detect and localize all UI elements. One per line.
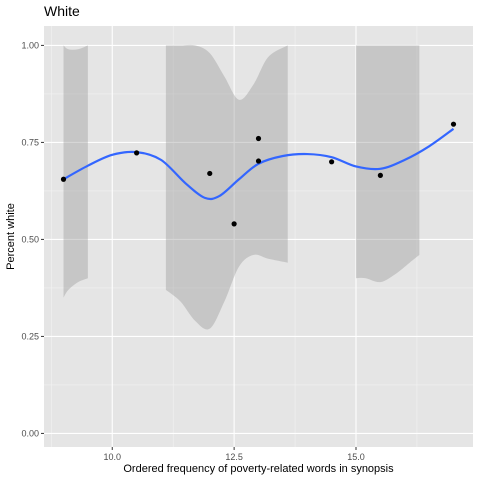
data-point-2 (134, 150, 140, 156)
data-point-3 (207, 170, 213, 177)
data-point-6 (255, 158, 262, 164)
x-tick-label: 10.0 (103, 452, 121, 462)
y-tick-label: 0.50 (21, 234, 39, 244)
y-tick-label: 1.00 (21, 40, 39, 50)
x-tick-label: 12.5 (225, 452, 243, 462)
confidence-band-2 (165, 44, 288, 330)
data-point-5 (255, 135, 262, 142)
data-point-9 (450, 121, 457, 127)
y-tick-label: 0.00 (21, 428, 39, 438)
data-point-8 (377, 172, 383, 178)
data-point-4 (231, 221, 237, 227)
confidence-bands (63, 44, 420, 330)
plot-panel (44, 26, 473, 447)
confidence-band-3 (356, 45, 420, 283)
y-axis-title: Percent white (5, 203, 17, 270)
y-tick-label: 0.75 (21, 137, 39, 147)
data-points (60, 121, 457, 227)
x-axis-title: Ordered frequency of poverty-related wor… (123, 463, 394, 475)
x-axis-ticks: 10.0 12.5 15.0 (103, 447, 365, 462)
data-point-7 (329, 159, 335, 165)
major-gridlines (44, 26, 473, 447)
chart-title: White (44, 3, 80, 19)
data-point-1 (60, 176, 67, 182)
y-tick-label: 0.25 (21, 331, 39, 341)
y-axis-ticks: 0.00 0.25 0.50 0.75 1.00 (21, 40, 44, 438)
x-tick-label: 15.0 (347, 452, 365, 462)
minor-gridlines (44, 26, 473, 447)
